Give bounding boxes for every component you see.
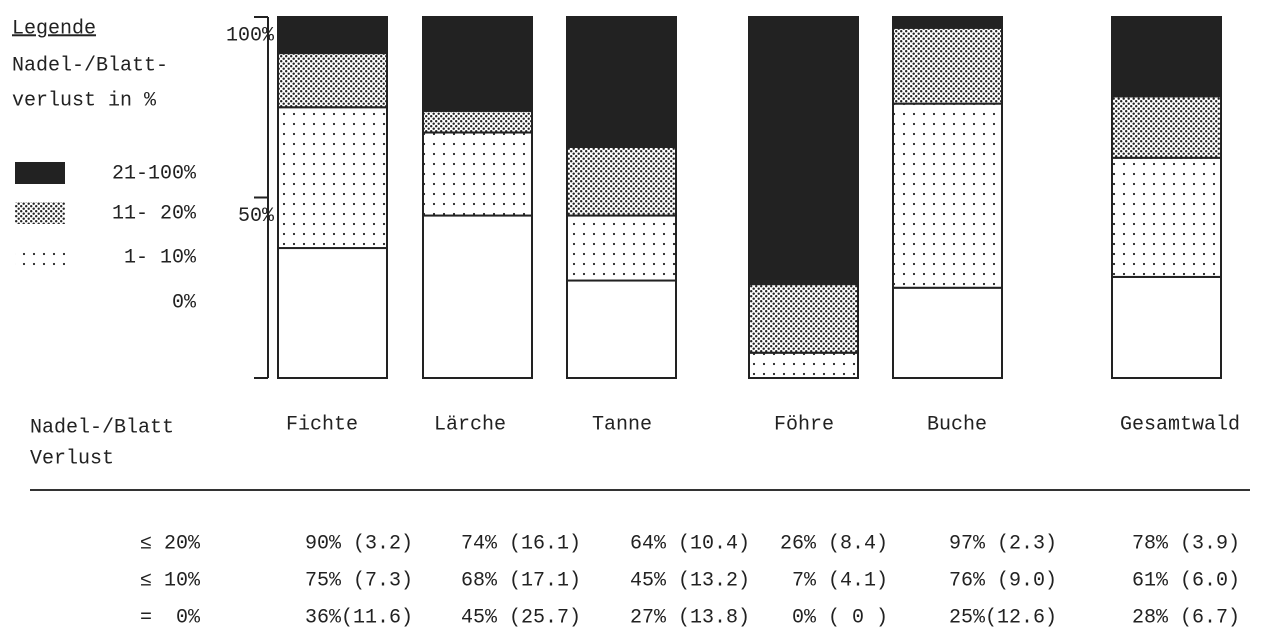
table-cell: 64% (10.4) [630, 532, 750, 555]
table-cell: 76% (9.0) [949, 569, 1057, 592]
table-cell: 45% (13.2) [630, 569, 750, 592]
legend-subtitle: Nadel-/Blatt- [12, 54, 168, 77]
y-tick-label: 50% [238, 205, 275, 228]
bar-segment [892, 16, 1003, 29]
table-cell: 26% (8.4) [780, 532, 888, 555]
legend-label: 21-100% [112, 162, 197, 185]
legend-swatch [15, 162, 65, 184]
table-cell: 45% (25.7) [461, 606, 581, 629]
x-tick-label: Tanne [592, 413, 652, 436]
bar-segment [892, 286, 1003, 379]
table-cell: 0% ( 0 ) [792, 606, 888, 629]
bar-segment [1111, 275, 1222, 380]
table-cell: 97% (2.3) [949, 532, 1057, 555]
table-cell: 68% (17.1) [461, 569, 581, 592]
x-tick-label: Lärche [434, 413, 506, 436]
x-tick-label: Fichte [286, 413, 358, 436]
legend-label: 11- 20% [112, 202, 197, 225]
table-cell: 61% (6.0) [1132, 569, 1240, 592]
table-cell: 7% (4.1) [792, 569, 888, 592]
table-cell: 36%(11.6) [305, 606, 413, 629]
bar-segment [748, 283, 859, 354]
bar-segment [748, 16, 859, 286]
bar-segment [277, 52, 388, 109]
table-header: Verlust [30, 447, 114, 470]
bar-segment [422, 214, 533, 379]
bar-segment [566, 145, 677, 217]
bar-segment [1111, 95, 1222, 159]
legend-swatch [15, 246, 65, 268]
legend-label: 1- 10% [124, 246, 197, 269]
bar-segment [277, 106, 388, 250]
x-tick-label: Buche [927, 413, 987, 436]
legend-title: Legende [12, 17, 96, 40]
table-header: Nadel-/Blatt [30, 416, 174, 439]
row-label: = 0% [140, 606, 201, 629]
bar-segment [566, 16, 677, 148]
legend-swatch [15, 202, 65, 224]
row-label: ≤ 20% [140, 532, 201, 555]
table-cell: 25%(12.6) [949, 606, 1057, 629]
table-cell: 78% (3.9) [1132, 532, 1240, 555]
bar-segment [566, 214, 677, 282]
bar-segment [748, 351, 859, 380]
bar-segment [892, 26, 1003, 105]
bar-segment [277, 16, 388, 55]
table-cell: 74% (16.1) [461, 532, 581, 555]
table-cell: 28% (6.7) [1132, 606, 1240, 629]
bar-segment [892, 102, 1003, 289]
x-tick-label: Föhre [774, 413, 834, 436]
table-cell: 27% (13.8) [630, 606, 750, 629]
y-tick-label: 100% [226, 24, 275, 47]
table-cell: 90% (3.2) [305, 532, 413, 555]
bar-segment [277, 247, 388, 379]
bar-segment [566, 279, 677, 379]
bar-segment [422, 16, 533, 112]
legend-subtitle: verlust in % [12, 89, 157, 112]
bar-segment [422, 109, 533, 134]
table-cell: 75% (7.3) [305, 569, 413, 592]
bar-segment [422, 131, 533, 217]
x-tick-label: Gesamtwald [1120, 413, 1240, 436]
bar-segment [1111, 156, 1222, 278]
legend-label: 0% [172, 291, 197, 314]
row-label: ≤ 10% [140, 569, 201, 592]
bar-segment [1111, 16, 1222, 98]
